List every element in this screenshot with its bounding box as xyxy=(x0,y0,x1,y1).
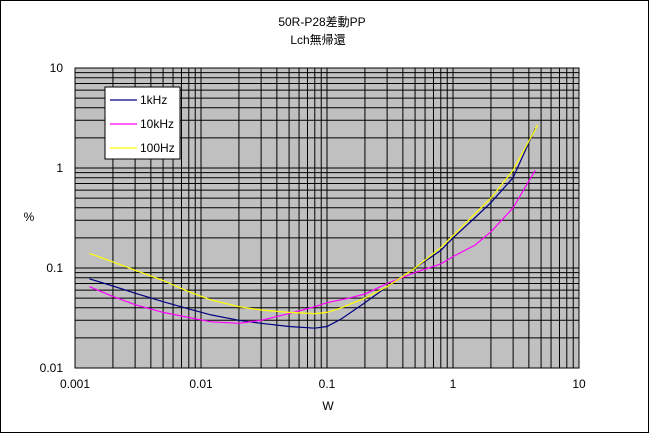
legend-label: 10kHz xyxy=(140,117,174,131)
chart-subtitle: Lch無帰還 xyxy=(290,32,345,47)
series-line-10khz xyxy=(89,169,536,324)
x-tick-label: 0.1 xyxy=(319,377,336,391)
legend-box xyxy=(104,86,181,160)
x-tick-label: 0.001 xyxy=(60,377,90,391)
y-tick-label: 1 xyxy=(56,161,63,175)
x-axis-label: W xyxy=(322,399,334,413)
series-lines xyxy=(89,124,539,329)
x-tick-label: 10 xyxy=(572,377,586,391)
tick-labels: 0.001 0.01 0.1 1 10 10 1 0.1 0.01 xyxy=(40,61,586,391)
legend: 1kHz 10kHz 100Hz xyxy=(104,86,181,160)
series-line-1khz xyxy=(89,127,536,329)
y-axis-label: % xyxy=(24,210,35,224)
y-tick-label: 0.1 xyxy=(46,261,63,275)
y-tick-label: 0.01 xyxy=(40,361,64,375)
legend-label: 100Hz xyxy=(140,141,175,155)
x-tick-label: 1 xyxy=(450,377,457,391)
y-tick-label: 10 xyxy=(50,61,64,75)
chart-title: 50R-P28差動PP xyxy=(278,15,365,29)
series-line-100hz xyxy=(89,124,539,315)
plot-border xyxy=(74,67,580,369)
x-tick-label: 0.01 xyxy=(189,377,213,391)
legend-label: 1kHz xyxy=(140,93,167,107)
